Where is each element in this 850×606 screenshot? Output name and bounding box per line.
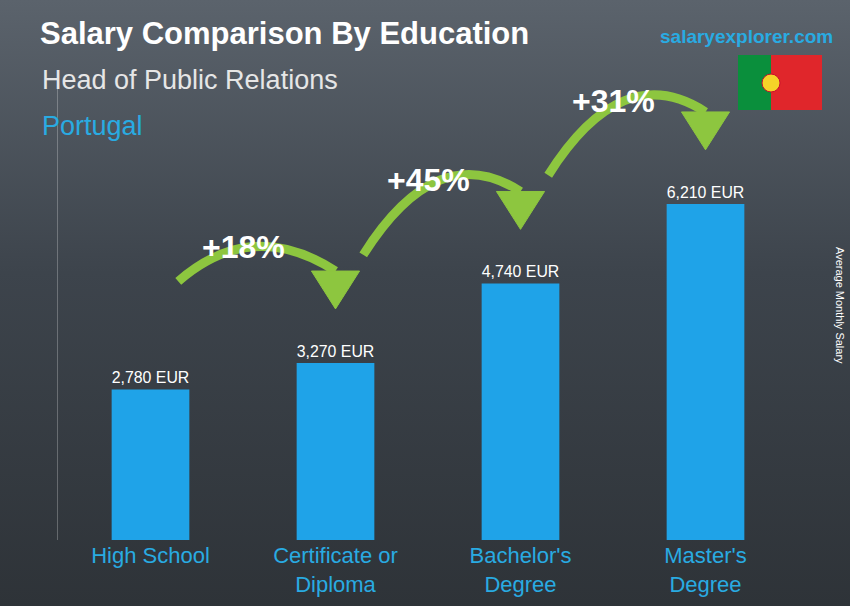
svg-text:Head of Public Relations: Head of Public Relations bbox=[42, 65, 338, 95]
svg-text:Average Monthly Salary: Average Monthly Salary bbox=[834, 247, 846, 364]
svg-text:3,270 EUR: 3,270 EUR bbox=[297, 343, 375, 360]
svg-text:6,210 EUR: 6,210 EUR bbox=[667, 184, 745, 201]
svg-text:High School: High School bbox=[91, 543, 210, 568]
svg-text:Certificate orDiploma: Certificate orDiploma bbox=[273, 543, 398, 597]
svg-text:Salary Comparison By Education: Salary Comparison By Education bbox=[40, 16, 529, 51]
svg-text:2,780 EUR: 2,780 EUR bbox=[112, 369, 190, 386]
svg-text:salaryexplorer.com: salaryexplorer.com bbox=[660, 26, 833, 47]
svg-text:Master'sDegree: Master'sDegree bbox=[664, 543, 746, 597]
svg-text:+18%: +18% bbox=[202, 229, 285, 265]
svg-text:Portugal: Portugal bbox=[42, 111, 143, 141]
svg-text:Bachelor'sDegree: Bachelor'sDegree bbox=[469, 543, 571, 597]
svg-text:4,740 EUR: 4,740 EUR bbox=[482, 263, 560, 280]
svg-text:+45%: +45% bbox=[387, 162, 470, 198]
svg-text:+31%: +31% bbox=[572, 83, 655, 119]
